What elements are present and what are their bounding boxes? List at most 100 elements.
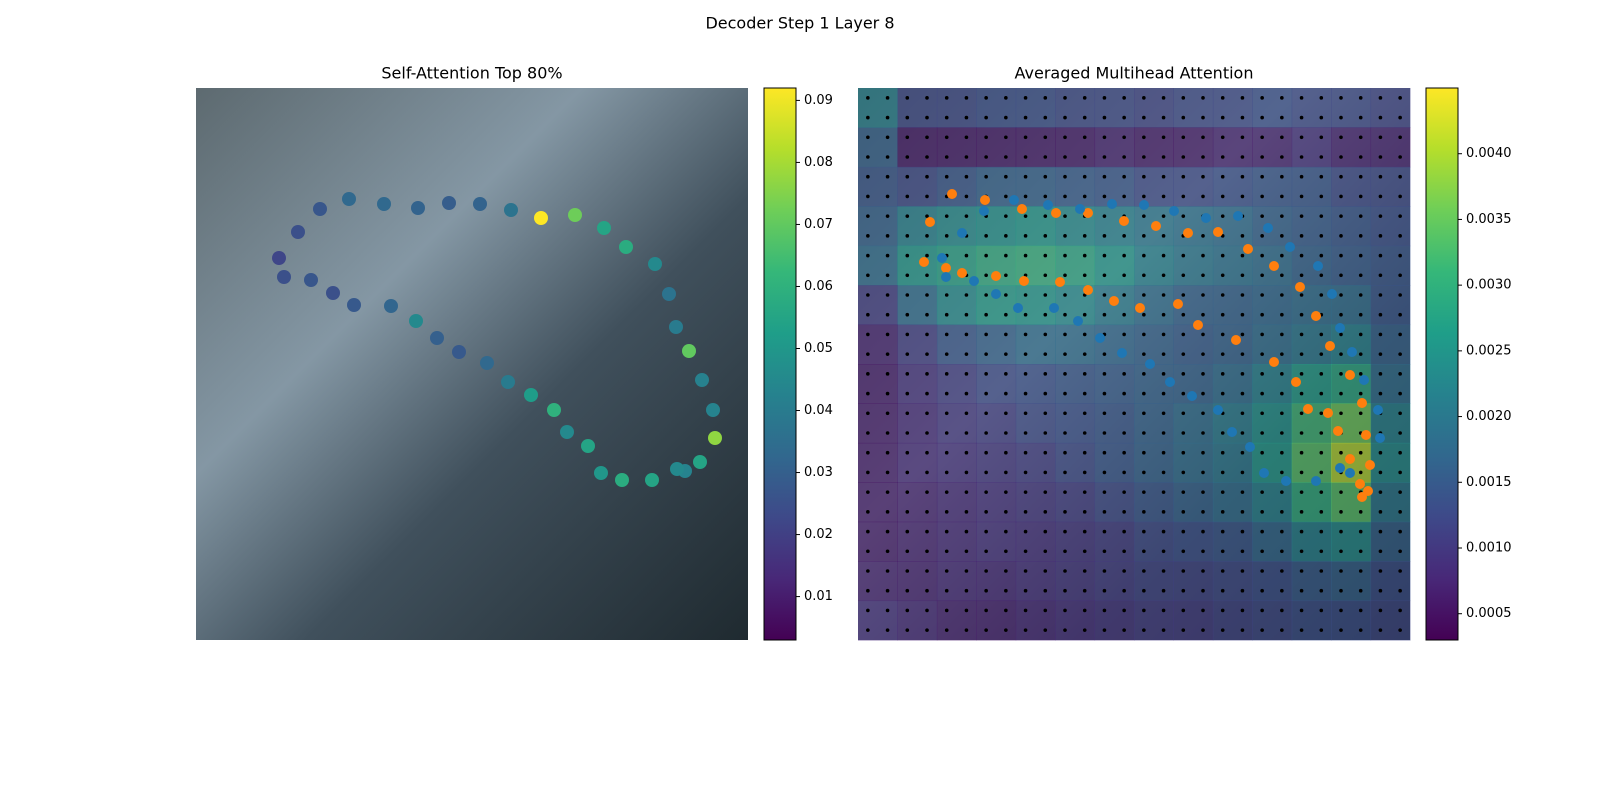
grid-dot [984,431,988,435]
grid-dot [866,96,870,100]
heatmap-cell [1134,482,1174,523]
grid-dot [1398,253,1402,258]
grid-dot [905,470,910,475]
heatmap-cell [897,285,938,326]
grid-dot [1122,588,1126,593]
attention-point [411,201,425,215]
grid-dot [885,529,890,534]
grid-dot [1358,569,1363,573]
grid-dot [1023,372,1028,376]
grid-dot [1122,470,1126,475]
heatmap-cell [1291,245,1332,286]
attention-point [480,356,494,370]
heatmap-cell [976,442,1017,483]
grid-dot [1102,569,1107,573]
grid-dot [1398,293,1402,297]
grid-dot [1319,588,1324,593]
grid-dot [1260,628,1264,632]
grid-dot [1299,135,1304,140]
grid-dot [1398,549,1402,554]
grid-dot [925,510,929,514]
grid-dot [1299,96,1304,100]
grid-dot [905,450,910,455]
attention-point [313,202,327,216]
grid-dot [1023,588,1028,593]
grid-dot [1299,391,1304,396]
grid-dot [1142,470,1146,475]
grid-dot [984,470,988,475]
photo [196,88,748,640]
grid-dot [905,174,910,179]
grid-dot [1319,470,1324,475]
grid-dot [1043,174,1048,179]
grid-dot [1201,549,1205,554]
grid-dot [905,115,910,120]
grid-dot [925,352,929,356]
heatmap-cell [936,364,977,404]
grid-dot [1220,312,1225,317]
grid-dot [1161,529,1166,534]
heatmap-cell [936,561,977,602]
heatmap-cell [1173,561,1214,602]
grid-dot [944,155,949,159]
grid-dot [1240,391,1245,396]
grid-dot [1122,510,1126,514]
grid-dot [1063,352,1067,356]
grid-dot [1023,549,1028,554]
grid-dot [1102,273,1107,278]
grid-dot [1240,253,1245,258]
heatmap-cell [1134,88,1174,128]
grid-dot [1220,273,1225,278]
grid-dot [984,549,988,554]
heatmap-cell [1331,206,1372,247]
grid-dot [1220,490,1225,494]
heatmap-cell [1291,482,1332,523]
grid-dot [1260,155,1264,159]
grid-dot [1023,608,1028,613]
grid-dot [1358,253,1363,258]
grid-dot [1319,293,1324,297]
heatmap-cell [858,88,898,128]
grid-dot [984,253,988,258]
heatmap-cell [858,206,898,247]
grid-dot [1240,135,1245,140]
colorbar-tick-label: 0.0015 [1466,475,1512,490]
grid-dot [885,115,890,120]
grid-dot [1358,588,1363,593]
point [1165,377,1175,387]
grid-dot [1339,115,1343,120]
grid-dot [1280,450,1284,455]
grid-dot [1201,529,1205,534]
grid-dot [905,155,910,159]
point [1227,427,1237,437]
grid-dot [1142,608,1146,613]
colorbar [763,87,797,641]
point [1345,370,1355,380]
grid-dot [1378,529,1383,534]
grid-dot [1220,549,1225,554]
grid-dot [964,490,969,494]
grid-dot [944,312,949,317]
grid-dot [964,194,969,199]
heatmap-cell [1370,206,1411,247]
heatmap-cell [976,88,1017,128]
colorbar-tick-label: 0.04 [804,403,833,418]
grid-dot [1102,450,1107,455]
grid-dot [984,352,988,356]
grid-dot [1201,174,1205,179]
grid-dot [1201,510,1205,514]
point [941,263,951,273]
grid-dot [1280,510,1284,514]
grid-dot [1220,470,1225,475]
grid-dot [1122,372,1126,376]
grid-dot [1299,352,1304,356]
grid-dot [1280,253,1284,258]
grid-dot [1082,312,1087,317]
grid-dot [944,569,949,573]
grid-dot [1201,312,1205,317]
grid-dot [1319,352,1324,356]
grid-dot [1063,253,1067,258]
attention-point [501,375,515,389]
heatmap-cell [1173,600,1214,641]
grid-dot [1142,352,1146,356]
